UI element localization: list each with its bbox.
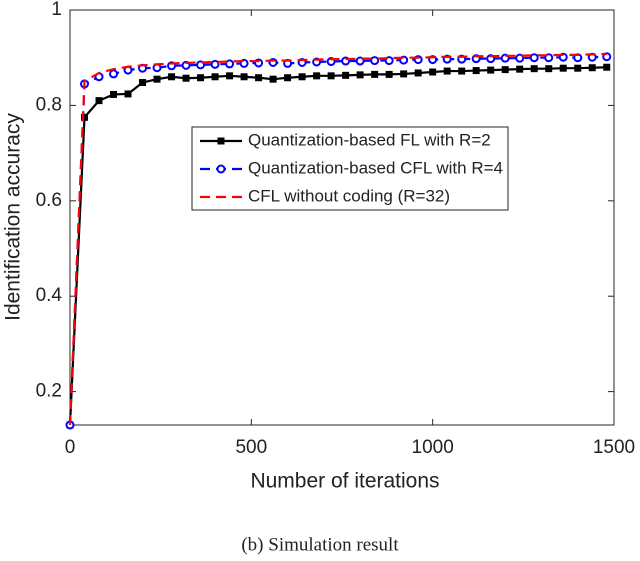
data-point [516,65,524,73]
data-point [153,75,161,83]
legend-box [191,126,509,211]
data-point [385,70,393,78]
data-point [284,74,292,82]
data-point [515,53,525,63]
data-point [370,56,380,66]
data-point [197,74,205,82]
x-tick-label: 0 [65,437,76,458]
data-point [269,75,277,83]
y-tick-label: 0.4 [36,285,63,306]
data-point [182,74,190,82]
legend-label: Quantization-based CFL with R=4 [248,158,503,177]
data-point [472,67,480,75]
data-point [342,71,350,79]
y-tick-label: 0.6 [36,190,62,211]
data-point [110,90,118,98]
data-point [443,67,451,75]
data-point [400,70,408,78]
data-point [211,73,219,81]
data-point [327,72,335,80]
data-point [429,68,437,76]
data-point [225,59,235,69]
data-point [124,90,132,98]
data-point [139,79,147,87]
data-point [255,74,263,82]
data-point [226,72,234,80]
data-point [95,97,103,105]
plot-area [69,9,615,426]
caption: (b) Simulation result [241,534,399,555]
legend-label: CFL without coding (R=32) [248,186,450,205]
data-point [603,63,611,71]
legend-marker [217,137,225,145]
data-point [414,69,422,77]
data-point [530,65,538,73]
data-point [545,65,553,73]
data-point [210,59,220,69]
y-tick-label: 1 [51,0,62,20]
x-tick-label: 1500 [593,437,635,458]
data-point [529,53,539,63]
x-axis-label: Number of iterations [250,470,439,493]
data-point [240,73,248,81]
data-point [356,71,364,79]
data-point [81,113,89,121]
data-point [501,66,509,74]
data-point [574,64,582,72]
data-point [109,69,119,79]
y-axis-label: Identification accuracy [2,113,25,321]
data-point [458,67,466,75]
legend-label: Quantization-based FL with R=2 [248,130,491,149]
data-point [168,73,176,81]
data-point [487,66,495,74]
legend-marker [216,164,226,174]
y-tick-label: 0.8 [36,94,62,115]
y-tick-label: 0.2 [36,381,62,402]
x-tick-label: 1000 [412,437,454,458]
data-point [298,73,306,81]
series-line [68,52,607,426]
data-point [588,64,596,72]
x-tick-label: 500 [235,437,267,458]
data-point [313,72,321,80]
data-point [371,70,379,78]
data-point [559,64,567,72]
